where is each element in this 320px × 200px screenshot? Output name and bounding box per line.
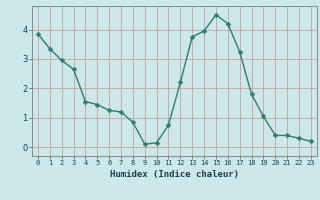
X-axis label: Humidex (Indice chaleur): Humidex (Indice chaleur)	[110, 170, 239, 179]
